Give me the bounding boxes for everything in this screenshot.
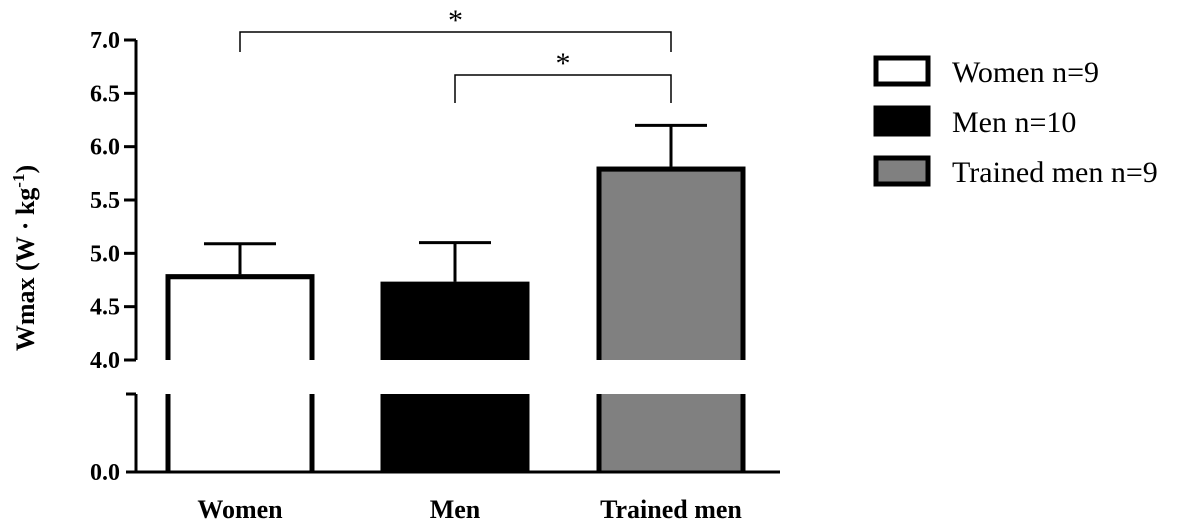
bar-upper-fill	[168, 276, 312, 360]
bracket-line	[454, 74, 672, 103]
bar-upper-fill	[599, 169, 743, 360]
bar-trained-men	[596, 166, 746, 472]
y-tick-label: 5.0	[90, 241, 120, 267]
legend-label: Trained men n=9	[952, 156, 1158, 189]
bars-group	[165, 166, 746, 472]
bar-upper-outline	[596, 166, 746, 360]
x-category-label: Men	[430, 495, 481, 524]
bar-upper-outline	[380, 281, 530, 360]
y-ticks-group: 4.0 4.5 5.0 5.5 6.0 6.5 7.0 0.0	[90, 28, 136, 486]
bar-lower-fill	[168, 394, 312, 472]
bar-upper-fill	[383, 284, 527, 360]
bar-lower-outline	[165, 394, 315, 472]
bar-upper-outline	[165, 274, 315, 360]
bar-lower-fill	[599, 394, 743, 472]
legend: Women n=9 Men n=10 Trained men n=9	[873, 55, 1158, 189]
error-bar-women	[204, 242, 276, 275]
legend-entry: Men n=10	[873, 105, 1076, 139]
y-tick-label: 7.0	[90, 28, 120, 54]
y-tick-label: 4.0	[90, 348, 120, 374]
legend-label: Men n=10	[952, 106, 1076, 139]
significance-bracket: *	[454, 47, 672, 103]
y-axis-label-superscript: -1	[9, 174, 28, 188]
legend-entry: Women n=9	[873, 55, 1099, 89]
y-axis	[126, 40, 788, 474]
y-axis-label: Wmax (W · kg-1)	[9, 165, 40, 351]
bar-men	[380, 281, 530, 472]
significance-star: *	[556, 47, 571, 80]
axis-break-gap	[148, 363, 788, 391]
y-tick-label: 6.5	[90, 81, 120, 107]
error-bar-trained-men	[635, 123, 707, 167]
bar-women	[165, 274, 315, 472]
y-axis-label-close: )	[11, 165, 40, 174]
error-bars-group	[204, 123, 707, 282]
bracket-line	[239, 31, 672, 52]
y-tick-label: 6.0	[90, 135, 120, 161]
legend-label: Women n=9	[952, 56, 1099, 89]
bar-lower-outline	[380, 394, 530, 472]
legend-entry: Trained men n=9	[873, 155, 1158, 189]
y-tick-label: 5.5	[90, 188, 120, 214]
y-axis-label-main: Wmax (W · kg	[11, 188, 40, 351]
significance-brackets-group: **	[239, 4, 672, 103]
legend-swatch	[873, 105, 931, 137]
bar-lower-fill	[383, 394, 527, 472]
legend-swatch	[873, 155, 931, 187]
y-tick-label: 0.0	[90, 460, 120, 486]
legend-swatch	[873, 55, 931, 87]
bar-lower-outline	[596, 394, 746, 472]
significance-bracket: *	[239, 4, 672, 52]
x-category-label: Women	[197, 495, 283, 524]
error-bar-men	[419, 241, 491, 282]
x-category-label: Trained men	[600, 495, 742, 524]
y-tick-label: 4.5	[90, 295, 120, 321]
significance-star: *	[448, 4, 463, 37]
x-categories-group: Women Men Trained men	[197, 495, 742, 524]
